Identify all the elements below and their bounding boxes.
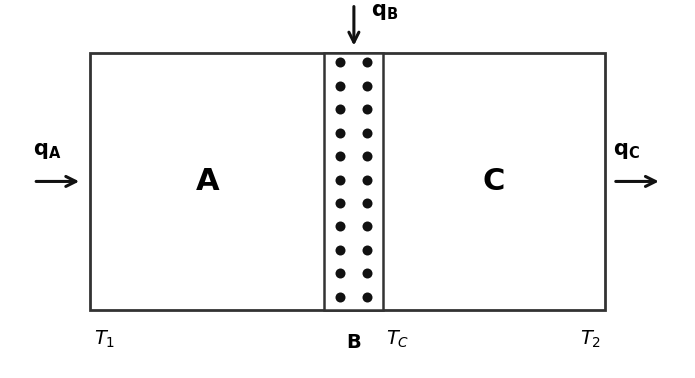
Point bbox=[335, 294, 346, 300]
Point bbox=[362, 270, 373, 276]
Point bbox=[362, 294, 373, 300]
Point bbox=[335, 83, 346, 89]
Text: $\mathbf{q_C}$: $\mathbf{q_C}$ bbox=[613, 141, 640, 161]
Point bbox=[362, 83, 373, 89]
Point bbox=[362, 130, 373, 136]
Bar bbox=[90, 53, 605, 310]
Point bbox=[362, 223, 373, 229]
Point bbox=[362, 106, 373, 112]
Point bbox=[335, 130, 346, 136]
Point bbox=[335, 200, 346, 206]
Text: A: A bbox=[195, 167, 219, 196]
Point bbox=[335, 177, 346, 183]
Point bbox=[362, 200, 373, 206]
Point bbox=[335, 270, 346, 276]
Text: $T_C$: $T_C$ bbox=[386, 329, 409, 350]
Point bbox=[335, 223, 346, 229]
Point bbox=[335, 106, 346, 112]
Point bbox=[335, 153, 346, 159]
Text: $\mathbf{q_B}$: $\mathbf{q_B}$ bbox=[371, 2, 398, 22]
Bar bbox=[325, 53, 384, 310]
Text: $\mathbf{q_A}$: $\mathbf{q_A}$ bbox=[33, 141, 62, 161]
Point bbox=[362, 153, 373, 159]
Text: C: C bbox=[483, 167, 505, 196]
Point bbox=[335, 59, 346, 65]
Point bbox=[362, 247, 373, 253]
Text: $T_2$: $T_2$ bbox=[580, 329, 601, 350]
Point bbox=[362, 59, 373, 65]
Point bbox=[335, 247, 346, 253]
Point bbox=[362, 177, 373, 183]
Text: $T_1$: $T_1$ bbox=[94, 329, 115, 350]
Text: B: B bbox=[347, 333, 361, 352]
